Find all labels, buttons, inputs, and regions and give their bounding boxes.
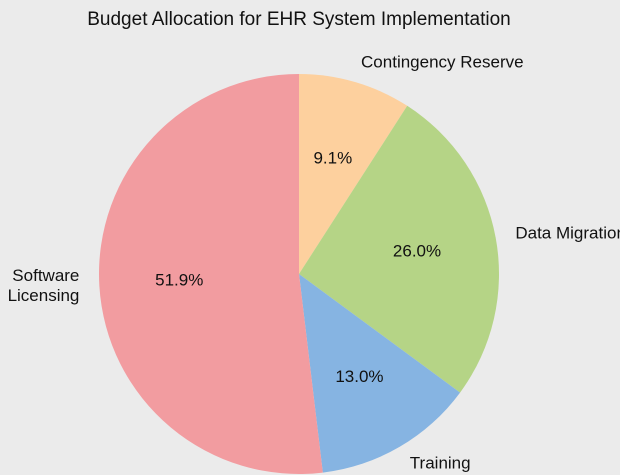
pie-slice: [299, 105, 499, 393]
pie-slice: [98, 74, 323, 474]
category-label: Contingency Reserve: [361, 52, 524, 71]
value-label: 9.1%: [313, 148, 352, 167]
value-label: 51.9%: [155, 271, 203, 290]
category-label: Software Licensing: [8, 267, 80, 306]
pie-slice: [299, 74, 408, 274]
category-label: Data Migration: [515, 224, 620, 243]
chart-title: Budget Allocation for EHR System Impleme…: [87, 9, 510, 30]
value-label: 13.0%: [335, 367, 383, 386]
pie-slice: [299, 274, 461, 473]
value-label: 26.0%: [393, 242, 441, 261]
category-label: Training: [410, 454, 471, 473]
